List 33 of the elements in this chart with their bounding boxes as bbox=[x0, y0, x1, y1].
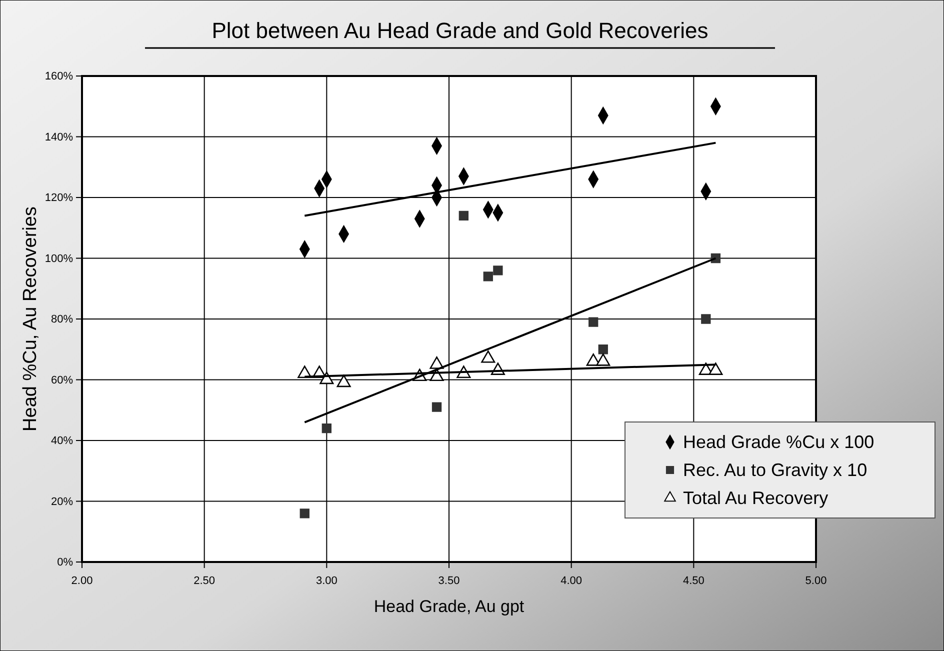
y-tick-label: 120% bbox=[44, 192, 74, 204]
point bbox=[588, 317, 598, 327]
point bbox=[701, 314, 711, 324]
point bbox=[430, 356, 444, 369]
y-tick-label: 0% bbox=[57, 556, 74, 569]
y-axis-title: Head %Cu, Au Recoveries bbox=[20, 206, 41, 432]
point bbox=[483, 272, 493, 282]
y-tick-label: 140% bbox=[44, 131, 74, 144]
y-tick-label: 100% bbox=[44, 252, 74, 265]
x-tick-label: 3.00 bbox=[316, 575, 338, 588]
point bbox=[458, 210, 469, 221]
point bbox=[336, 374, 351, 388]
y-tick-label: 80% bbox=[50, 314, 74, 326]
y-tick-label: 60% bbox=[50, 374, 74, 386]
y-tick-label: 40% bbox=[50, 435, 74, 448]
x-tick-label: 5.00 bbox=[805, 575, 827, 588]
x-tick-label: 3.50 bbox=[438, 575, 460, 588]
legend-label: Rec. Au to Gravity x 10 bbox=[683, 460, 868, 480]
y-tick-label: 20% bbox=[50, 496, 74, 508]
chart-title: Plot between Au Head Grade and Gold Recoveries bbox=[212, 18, 708, 43]
x-tick-label: 2.50 bbox=[194, 575, 216, 588]
x-axis-title: Head Grade, Au gpt bbox=[374, 597, 524, 616]
point bbox=[596, 354, 610, 366]
x-tick-label: 4.00 bbox=[560, 575, 582, 588]
x-tick-label: 4.50 bbox=[682, 575, 704, 588]
x-tick-label: 2.00 bbox=[71, 575, 93, 588]
y-tick-label: 160% bbox=[44, 70, 74, 83]
legend-label: Head Grade %Cu x 100 bbox=[683, 432, 874, 452]
point bbox=[481, 350, 496, 363]
point bbox=[708, 362, 723, 375]
point bbox=[493, 266, 503, 276]
legend-label: Total Au Recovery bbox=[683, 488, 828, 508]
point bbox=[586, 354, 600, 366]
